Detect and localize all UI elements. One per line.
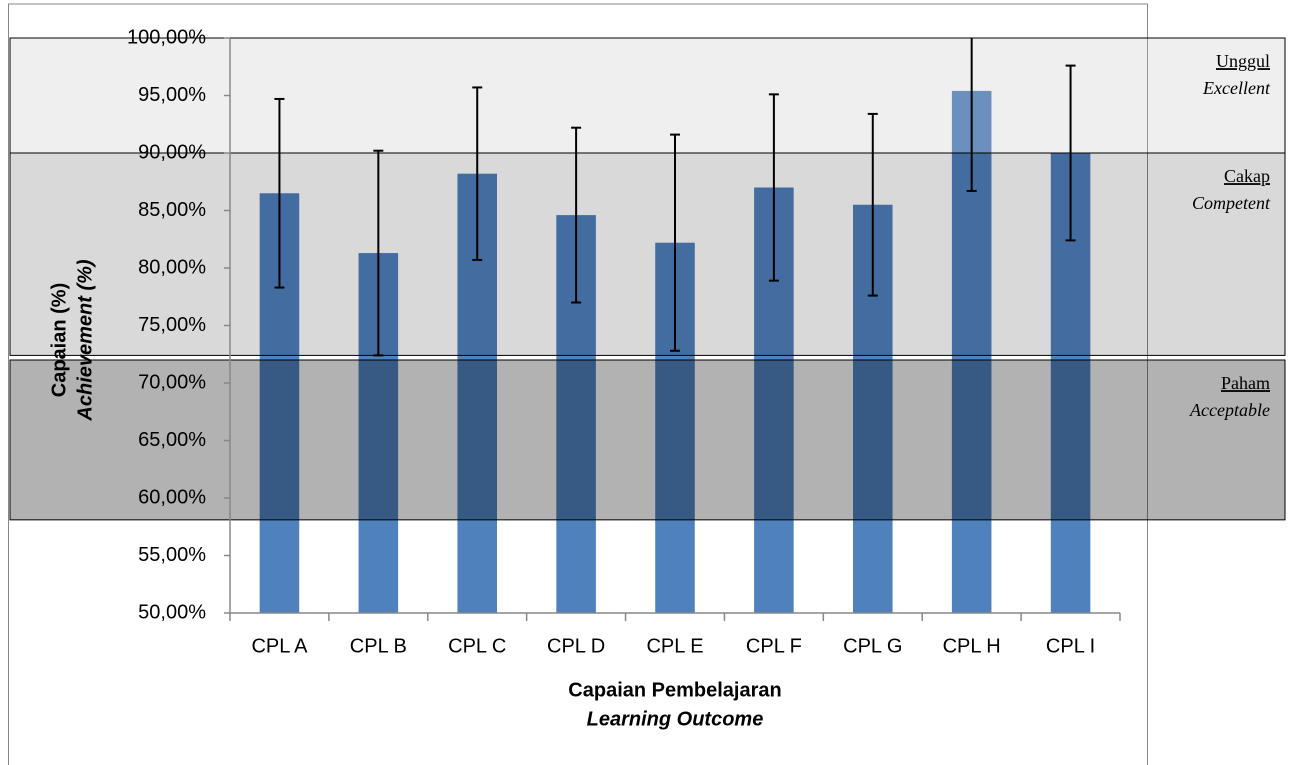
y-tick-label: 95,00% [138,84,206,106]
y-tick-label: 55,00% [138,544,206,566]
band [9,37,1286,154]
x-tick-label: CPL I [1046,635,1095,657]
band-label: Cakap [1224,166,1270,186]
y-tick-label: 60,00% [138,486,206,508]
y-axis-title: Capaian (%) [48,283,70,397]
x-tick-label: CPL E [646,635,703,657]
y-tick-label: 65,00% [138,429,206,451]
band-sublabel: Acceptable [1189,400,1270,420]
y-tick-label: 50,00% [138,601,206,623]
band-label: Unggul [1216,51,1270,71]
y-tick-label: 100,00% [127,26,206,48]
y-tick-label: 75,00% [138,314,206,336]
y-tick-label: 90,00% [138,141,206,163]
band [9,359,1286,521]
error-bars [274,38,1076,357]
x-tick-label: CPL B [350,635,407,657]
x-axis-subtitle: Learning Outcome [587,708,764,730]
y-axis-subtitle: Achievement (%) [74,259,96,421]
x-tick-label: CPL C [448,635,506,657]
x-tick-label: CPL D [547,635,605,657]
x-tick-label: CPL G [843,635,902,657]
y-tick-label: 85,00% [138,199,206,221]
x-axis-title: Capaian Pembelajaran [568,679,781,701]
band-sublabel: Competent [1192,193,1271,213]
band-label: Paham [1221,373,1270,393]
x-tick-label: CPL F [746,635,802,657]
band [9,152,1286,356]
x-tick-label: CPL A [251,635,308,657]
y-tick-label: 70,00% [138,371,206,393]
band-sublabel: Excellent [1202,78,1271,98]
x-tick-label: CPL H [943,635,1001,657]
y-tick-label: 80,00% [138,256,206,278]
